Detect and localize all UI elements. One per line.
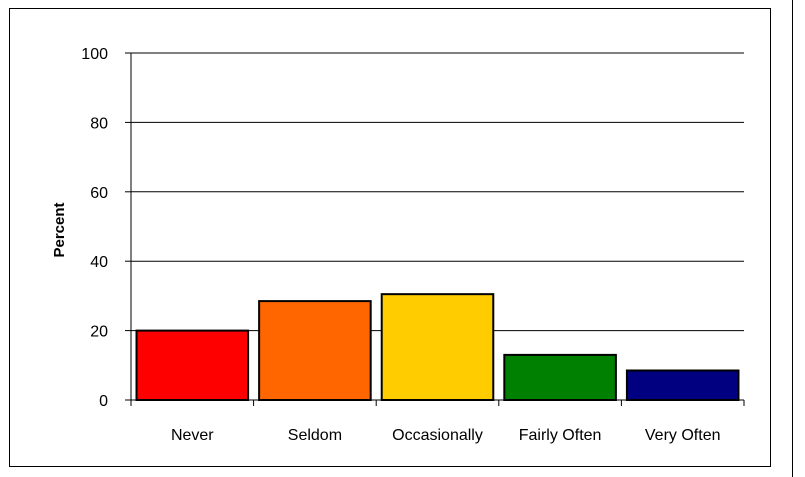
y-tick-label: 0 — [99, 393, 108, 410]
bar-very-often — [625, 369, 740, 402]
y-tick-label: 100 — [81, 46, 108, 63]
x-tick-label: Very Often — [645, 427, 721, 444]
bar-seldom — [258, 300, 372, 402]
bars — [135, 293, 740, 402]
axes — [125, 52, 745, 406]
y-tick-label: 60 — [90, 185, 108, 202]
bar-occasionally — [380, 293, 495, 402]
y-axis-label: Percent — [51, 202, 68, 257]
tick-labels: 0 20 40 60 80 100 Never Seldom Occasionally Fairl… — [81, 46, 720, 444]
right-edge-strip — [792, 0, 805, 477]
x-tick-label: Seldom — [288, 427, 342, 444]
gridlines — [131, 52, 744, 332]
bar-never — [135, 329, 250, 402]
bar-fairly-often — [503, 353, 617, 402]
y-tick-label: 40 — [90, 254, 108, 271]
y-tick-label: 80 — [90, 115, 108, 132]
y-tick-label: 20 — [90, 324, 108, 341]
x-tick-label: Never — [171, 427, 214, 444]
x-tick-label: Fairly Often — [519, 427, 602, 444]
x-tick-label: Occasionally — [392, 427, 483, 444]
